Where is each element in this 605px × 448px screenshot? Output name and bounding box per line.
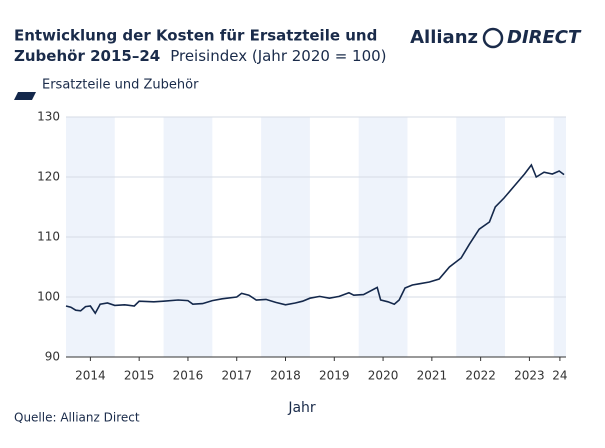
y-tick-label: 110 xyxy=(37,230,60,244)
title-line: Zubehör 2015–24 Preisindex (Jahr 2020 = 1… xyxy=(14,47,387,65)
x-tick-label: 2019 xyxy=(319,369,350,383)
x-tick-label: 2023 xyxy=(514,369,545,383)
title: Zubehör 2015–24 xyxy=(14,47,160,65)
y-tick-label: 90 xyxy=(45,350,60,364)
legend-label: Ersatzteile und Zubehör xyxy=(42,78,199,93)
legend-swatch xyxy=(14,92,36,100)
x-tick-label: 2017 xyxy=(221,369,252,383)
x-tick-label: 2022 xyxy=(465,369,496,383)
x-tick-label: 2021 xyxy=(417,369,448,383)
y-tick-label: 120 xyxy=(37,170,60,184)
subtitle: Preisindex (Jahr 2020 = 100) xyxy=(170,47,386,65)
line xyxy=(65,163,565,315)
x-tick-label: 2020 xyxy=(368,369,399,383)
x-tick-label: 2018 xyxy=(270,369,301,383)
brand-suffix: DIRECT xyxy=(507,27,582,48)
x-tick-label: 2016 xyxy=(173,369,204,383)
x-tick-label: 24 xyxy=(552,369,567,383)
x-tick-label: 2015 xyxy=(124,369,155,383)
source: Quelle: Allianz Direct xyxy=(14,411,140,425)
x-axis-label: Jahr xyxy=(287,400,316,416)
brand: Allianz xyxy=(410,27,478,48)
title: Entwicklung der Kosten für Ersatzteile u… xyxy=(14,27,377,45)
x-tick-label: 2014 xyxy=(75,369,106,383)
y-tick-label: 130 xyxy=(37,110,60,124)
logo xyxy=(482,27,504,49)
y-tick-label: 100 xyxy=(37,290,60,304)
